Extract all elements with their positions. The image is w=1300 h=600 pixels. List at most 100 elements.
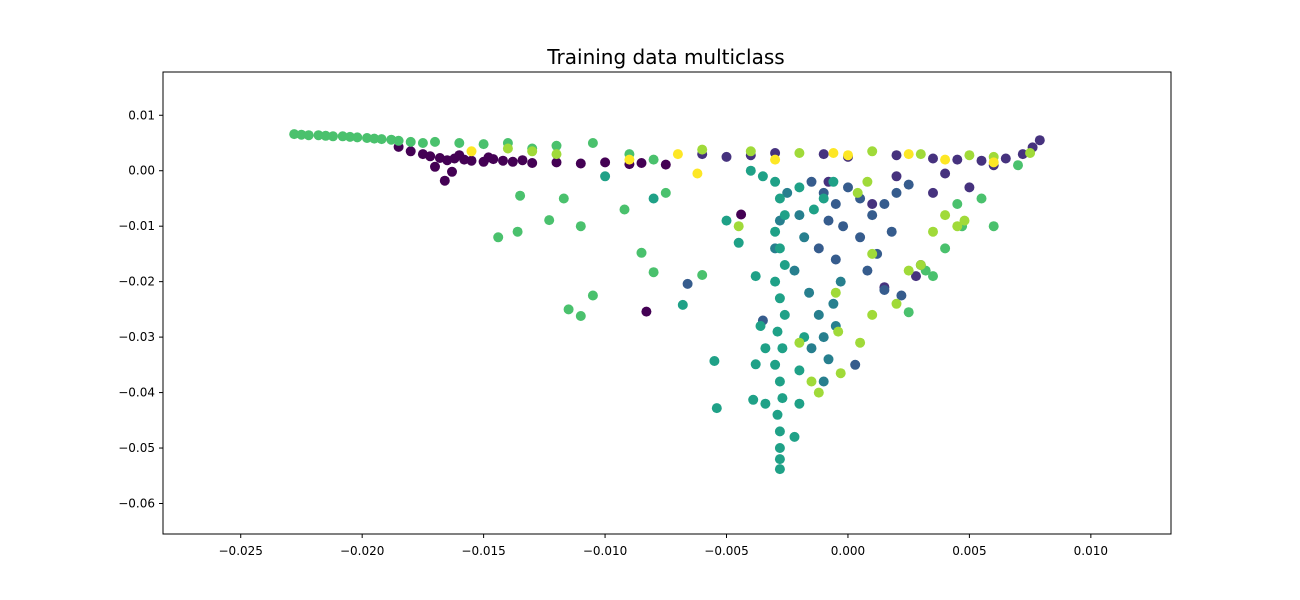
- scatter-point: [1013, 160, 1023, 171]
- scatter-point: [988, 157, 999, 168]
- scatter-point: [697, 270, 708, 280]
- scatter-point: [369, 133, 380, 144]
- scatter-point: [928, 187, 938, 198]
- scatter-point: [867, 210, 878, 221]
- scatter-point: [777, 343, 788, 354]
- scatter-point: [799, 232, 810, 243]
- scatter-point: [619, 204, 630, 215]
- scatter-point: [748, 394, 759, 405]
- scatter-point: [774, 464, 785, 475]
- scatter-point: [439, 175, 450, 186]
- scatter-point: [794, 365, 805, 376]
- scatter-point: [855, 337, 866, 348]
- scatter-point: [507, 156, 518, 167]
- scatter-point: [896, 290, 907, 301]
- scatter-point: [563, 304, 574, 315]
- scatter-point: [328, 131, 338, 142]
- scatter-point: [928, 271, 938, 282]
- scatter-point: [830, 199, 841, 209]
- points-layer: [289, 129, 1045, 475]
- scatter-point: [774, 193, 785, 204]
- scatter-point: [886, 226, 897, 237]
- scatter-point: [512, 226, 523, 237]
- scatter-point: [952, 199, 963, 209]
- scatter-point: [648, 267, 659, 278]
- scatter-point: [823, 354, 834, 365]
- scatter-point: [867, 248, 878, 259]
- scatter-point: [296, 129, 307, 140]
- scatter-point: [430, 161, 440, 172]
- scatter-point: [789, 431, 800, 442]
- x-tick-label: 0.010: [1074, 544, 1108, 558]
- scatter-point: [915, 149, 926, 160]
- scatter-point: [600, 171, 611, 182]
- y-tick-label: −0.06: [118, 496, 155, 510]
- scatter-point: [376, 134, 387, 145]
- scatter-point: [774, 426, 785, 437]
- scatter-point: [813, 309, 824, 320]
- scatter-point: [352, 132, 363, 143]
- scatter-point: [772, 326, 783, 337]
- y-axis: 0.01 0.00 −0.01 −0.02 −0.03 −0.04 −0.05 −0.06: [118, 108, 163, 510]
- scatter-point: [835, 368, 846, 379]
- scatter-point: [760, 398, 771, 409]
- scatter-point: [736, 209, 747, 220]
- scatter-point: [855, 232, 866, 243]
- y-tick-label: −0.04: [118, 386, 155, 400]
- scatter-point: [289, 129, 300, 140]
- scatter-point: [636, 247, 647, 258]
- scatter-point: [770, 359, 781, 370]
- scatter-point: [828, 176, 839, 187]
- scatter-point: [405, 146, 416, 157]
- scatter-point: [517, 155, 528, 166]
- scatter-point: [1000, 153, 1011, 164]
- scatter-point: [928, 153, 938, 164]
- scatter-point: [745, 165, 756, 176]
- scatter-point: [624, 154, 635, 165]
- scatter-point: [808, 204, 819, 215]
- scatter-point: [493, 232, 504, 243]
- scatter-point: [988, 221, 999, 232]
- scatter-point: [813, 387, 824, 398]
- scatter-point: [721, 215, 732, 226]
- scatter-point: [843, 182, 853, 193]
- scatter-point: [750, 271, 761, 282]
- scatter-point: [915, 260, 926, 270]
- scatter-point: [558, 193, 569, 204]
- y-tick-label: −0.01: [118, 219, 155, 233]
- scatter-point: [551, 157, 562, 168]
- scatter-point: [940, 210, 951, 221]
- scatter-point: [804, 287, 815, 298]
- scatter-point: [959, 215, 970, 226]
- y-tick-label: 0.00: [128, 164, 155, 178]
- scatter-point: [337, 131, 348, 142]
- x-tick-label: −0.025: [219, 544, 263, 558]
- scatter-point: [833, 326, 844, 337]
- scatter-point: [806, 376, 817, 387]
- scatter-point: [964, 150, 975, 161]
- scatter-point: [867, 199, 878, 209]
- scatter-point: [362, 133, 372, 143]
- scatter-point: [774, 376, 785, 387]
- scatter-point: [575, 158, 586, 169]
- scatter-point: [774, 443, 785, 453]
- scatter-point: [760, 343, 771, 354]
- scatter-point: [587, 138, 598, 148]
- x-tick-label: −0.005: [704, 544, 748, 558]
- scatter-point: [447, 166, 457, 177]
- scatter-point: [733, 221, 744, 232]
- scatter-point: [527, 146, 538, 157]
- scatter-point: [320, 130, 331, 141]
- scatter-point: [745, 146, 756, 157]
- scatter-point: [757, 171, 768, 182]
- scatter-point: [879, 199, 890, 209]
- scatter-point: [774, 454, 785, 465]
- scatter-point: [952, 154, 963, 165]
- scatter-point: [711, 403, 722, 414]
- scatter-point: [466, 146, 477, 157]
- scatter-point: [483, 152, 494, 163]
- scatter-point: [313, 130, 324, 141]
- scatter-point: [891, 171, 902, 182]
- scatter-point: [891, 150, 902, 161]
- scatter-point: [806, 343, 817, 354]
